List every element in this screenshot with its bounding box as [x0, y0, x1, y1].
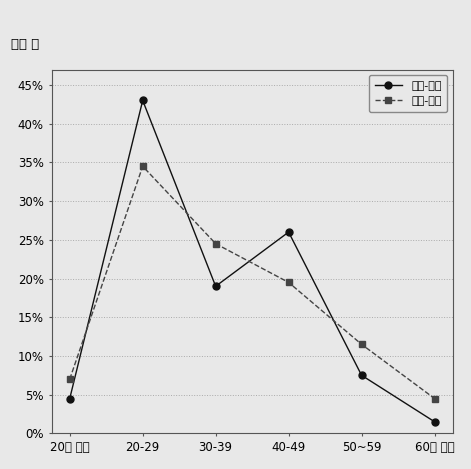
- 서울-부산: [359, 341, 365, 347]
- 서울-대구: [359, 372, 365, 378]
- 서울-부산: [140, 164, 146, 169]
- 서울-대구: [286, 229, 292, 235]
- Text: 인구 수: 인구 수: [11, 38, 40, 51]
- 서울-대구: [213, 283, 219, 289]
- 서울-대구: [432, 419, 438, 424]
- 서울-대구: [140, 98, 146, 103]
- 서울-부산: [432, 396, 438, 401]
- 서울-부산: [213, 241, 219, 247]
- 서울-대구: [67, 396, 73, 401]
- Line: 서울-대구: 서울-대구: [66, 97, 438, 425]
- Legend: 서울-대구, 서울-부산: 서울-대구, 서울-부산: [369, 75, 447, 112]
- 서울-부산: [67, 376, 73, 382]
- 서울-부산: [286, 280, 292, 285]
- Line: 서울-부산: 서울-부산: [66, 163, 438, 402]
